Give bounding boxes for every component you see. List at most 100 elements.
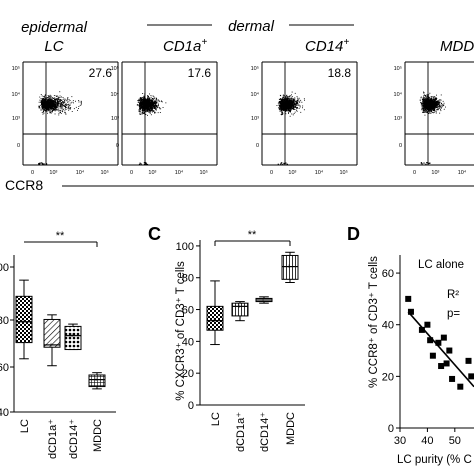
flow-event-dot <box>281 113 283 115</box>
flow-event-dot <box>425 106 427 108</box>
flow-event-dot <box>47 95 49 96</box>
flow-event-dot <box>67 108 69 110</box>
flow-event-dot <box>150 101 152 103</box>
flow-event-dot <box>425 97 427 99</box>
flow-event-dot <box>281 101 283 103</box>
flow-event-dot <box>140 163 142 165</box>
flow-event-dot <box>64 103 66 105</box>
flow-event-dot <box>67 104 69 106</box>
flow-event-dot <box>293 100 295 102</box>
flow-event-dot <box>425 99 427 101</box>
flow-event-dot <box>287 104 289 106</box>
flow-event-dot <box>434 103 436 105</box>
flow-event-dot <box>154 101 156 103</box>
flow-event-dot <box>44 99 46 101</box>
flow-event-dot <box>152 101 154 103</box>
flow-event-dot <box>440 99 442 101</box>
flow-event-dot <box>152 104 154 106</box>
flow-event-dot <box>62 102 64 104</box>
flow-event-dot <box>301 101 303 103</box>
flow-event-dot <box>297 101 299 103</box>
flow-event-dot <box>426 109 428 111</box>
flow-event-dot <box>285 162 287 164</box>
flow-event-dot <box>437 103 439 105</box>
flow-event-dot <box>279 105 281 107</box>
flow-event-dot <box>43 109 45 111</box>
flow-event-dot <box>147 107 149 109</box>
flow-event-dot <box>65 105 66 107</box>
panel-c-y-tick-label: 0 <box>188 400 194 412</box>
flow-event-dot <box>47 107 49 109</box>
flow-event-dot <box>427 97 429 99</box>
flow-event-dot <box>140 102 142 104</box>
flow-event-dot <box>42 96 44 98</box>
flow-event-dot <box>157 101 159 103</box>
flow-event-dot <box>151 100 153 102</box>
flow-event-dot <box>279 101 281 103</box>
flow-event-dot <box>432 109 434 111</box>
flow-event-dot <box>141 99 143 101</box>
flow-event-dot <box>296 109 297 111</box>
flow-event-dot <box>51 108 53 110</box>
flow-event-dot <box>157 103 159 105</box>
flow-y-tick-label: 10³ <box>12 116 20 122</box>
flow-event-dot <box>435 105 437 107</box>
flow-event-dot <box>49 110 50 112</box>
flow-event-dot <box>78 108 79 109</box>
flow-event-dot <box>140 107 142 109</box>
flow-event-dot <box>426 105 428 107</box>
flow-event-dot <box>281 102 283 104</box>
flow-event-dot <box>425 104 427 106</box>
flow-event-dot <box>281 111 283 112</box>
flow-event-dot <box>152 103 154 105</box>
flow-event-dot <box>38 107 40 109</box>
flow-event-dot <box>64 110 66 112</box>
flow-event-dot <box>57 98 59 99</box>
flow-event-dot <box>288 108 290 110</box>
flow-event-dot <box>59 95 61 97</box>
flow-event-dot <box>437 108 439 110</box>
flow-event-dot <box>148 98 150 100</box>
flow-event-dot <box>47 109 49 111</box>
flow-event-dot <box>138 99 140 101</box>
flow-event-dot <box>45 109 47 111</box>
flow-event-dot <box>78 101 80 103</box>
flow-event-dot <box>438 102 439 103</box>
flow-event-dot <box>439 107 441 109</box>
mddc-header: MDDC <box>440 38 474 55</box>
flow-event-dot <box>61 96 62 98</box>
flow-event-dot <box>138 110 140 112</box>
flow-y-tick-label: 10⁵ <box>111 65 119 72</box>
flow-event-dot <box>280 114 282 115</box>
flow-y-tick-label: 0 <box>256 143 259 149</box>
flow-event-dot <box>441 107 442 109</box>
flow-event-dot <box>55 102 56 103</box>
flow-event-dot <box>53 100 54 102</box>
flow-event-dot <box>68 107 70 109</box>
flow-event-dot <box>65 99 67 101</box>
flow-event-dot <box>60 108 62 109</box>
flow-event-dot <box>279 110 281 112</box>
flow-event-dot <box>284 101 286 103</box>
flow-event-dot <box>42 99 44 100</box>
flow-event-dot <box>427 162 429 164</box>
flow-event-dot <box>58 101 60 103</box>
flow-event-dot <box>285 110 287 112</box>
flow-y-tick-label: 0 <box>17 143 20 149</box>
flow-event-dot <box>52 107 54 109</box>
panel-d-point <box>440 334 447 341</box>
flow-event-dot <box>436 94 437 96</box>
flow-event-dot <box>293 103 295 105</box>
flow-event-dot <box>430 98 432 100</box>
flow-event-dot <box>291 94 292 96</box>
flow-event-dot <box>47 110 49 112</box>
flow-event-dot <box>432 102 434 104</box>
flow-event-dot <box>45 102 47 104</box>
flow-event-dot <box>440 94 442 96</box>
flow-event-dot <box>148 106 150 108</box>
panel-d-xlabel: LC purity (% C <box>397 454 472 466</box>
flow-event-dot <box>38 105 40 107</box>
flow-event-dot <box>154 107 156 109</box>
box-mean-marker: + <box>49 342 53 349</box>
